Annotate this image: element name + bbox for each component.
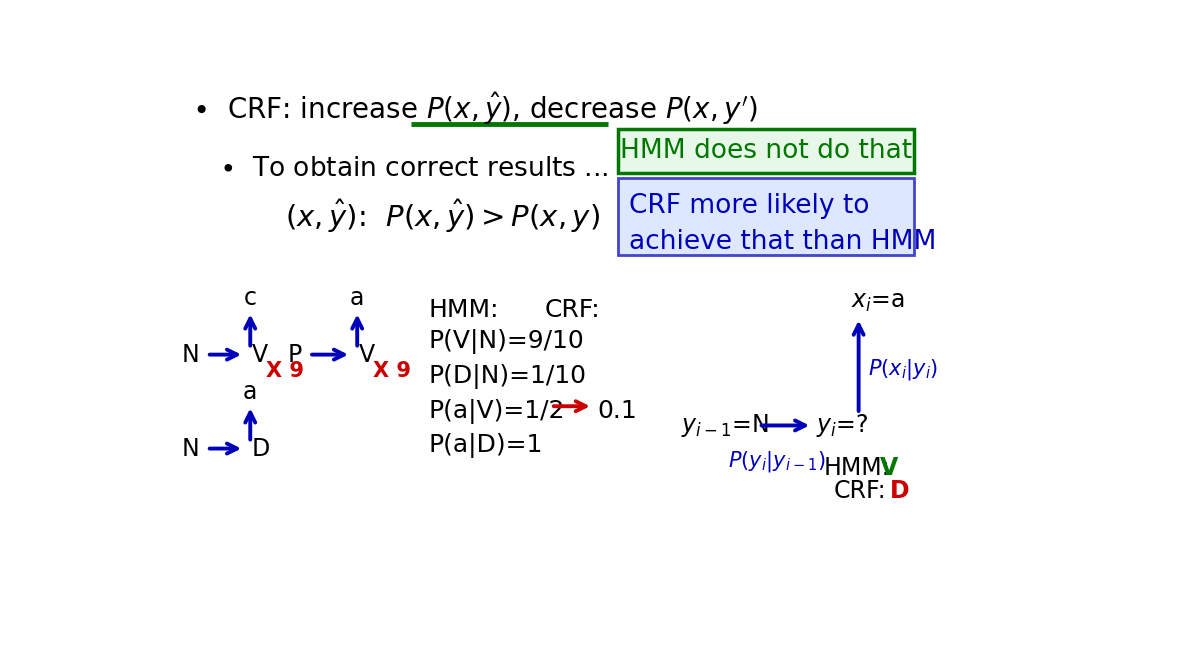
Text: P(a|V)=1/2: P(a|V)=1/2 [428,399,565,424]
Text: $\bullet$  To obtain correct results ...: $\bullet$ To obtain correct results ... [219,156,609,182]
Text: HMM does not do that: HMM does not do that [621,138,913,164]
Text: V: V [252,343,268,367]
Text: a: a [350,286,365,310]
Text: V: V [359,343,374,367]
Text: 0.1: 0.1 [598,399,637,422]
Text: $(x, \hat{y})$:  $P(x, \hat{y}) > P(x,y)$: $(x, \hat{y})$: $P(x, \hat{y}) > P(x,y)$ [285,198,600,236]
Text: N: N [182,436,199,461]
Text: V: V [879,456,898,480]
Text: D: D [890,480,909,503]
Text: $\bullet$  CRF: increase $P(x, \hat{y})$, decrease $P(x, y^{\prime})$: $\bullet$ CRF: increase $P(x, \hat{y})$,… [193,91,757,128]
Text: CRF more likely to
achieve that than HMM: CRF more likely to achieve that than HMM [629,193,936,255]
Text: $y_{i-1}$=N: $y_{i-1}$=N [682,412,769,439]
FancyBboxPatch shape [618,129,915,173]
Text: D: D [252,436,270,461]
Text: P(D|N)=1/10: P(D|N)=1/10 [428,364,586,389]
Text: $y_i$=?: $y_i$=? [816,412,868,439]
Text: CRF:: CRF: [544,299,600,322]
Text: a: a [243,380,257,404]
Text: CRF:: CRF: [834,480,886,503]
Text: X 9: X 9 [266,361,304,381]
Text: c: c [244,286,257,310]
Text: $P(y_i|y_{i-1})$: $P(y_i|y_{i-1})$ [727,449,825,474]
Text: HMM:: HMM: [824,456,890,480]
Text: X 9: X 9 [373,361,410,381]
Text: P(V|N)=9/10: P(V|N)=9/10 [428,329,585,354]
Text: N: N [182,343,199,367]
FancyBboxPatch shape [618,178,915,255]
Text: HMM:: HMM: [428,299,499,322]
Text: P: P [287,343,301,367]
Text: P(a|D)=1: P(a|D)=1 [428,433,543,458]
Text: $P(x_i|y_i)$: $P(x_i|y_i)$ [868,357,938,382]
Text: $x_i$=a: $x_i$=a [850,290,905,314]
